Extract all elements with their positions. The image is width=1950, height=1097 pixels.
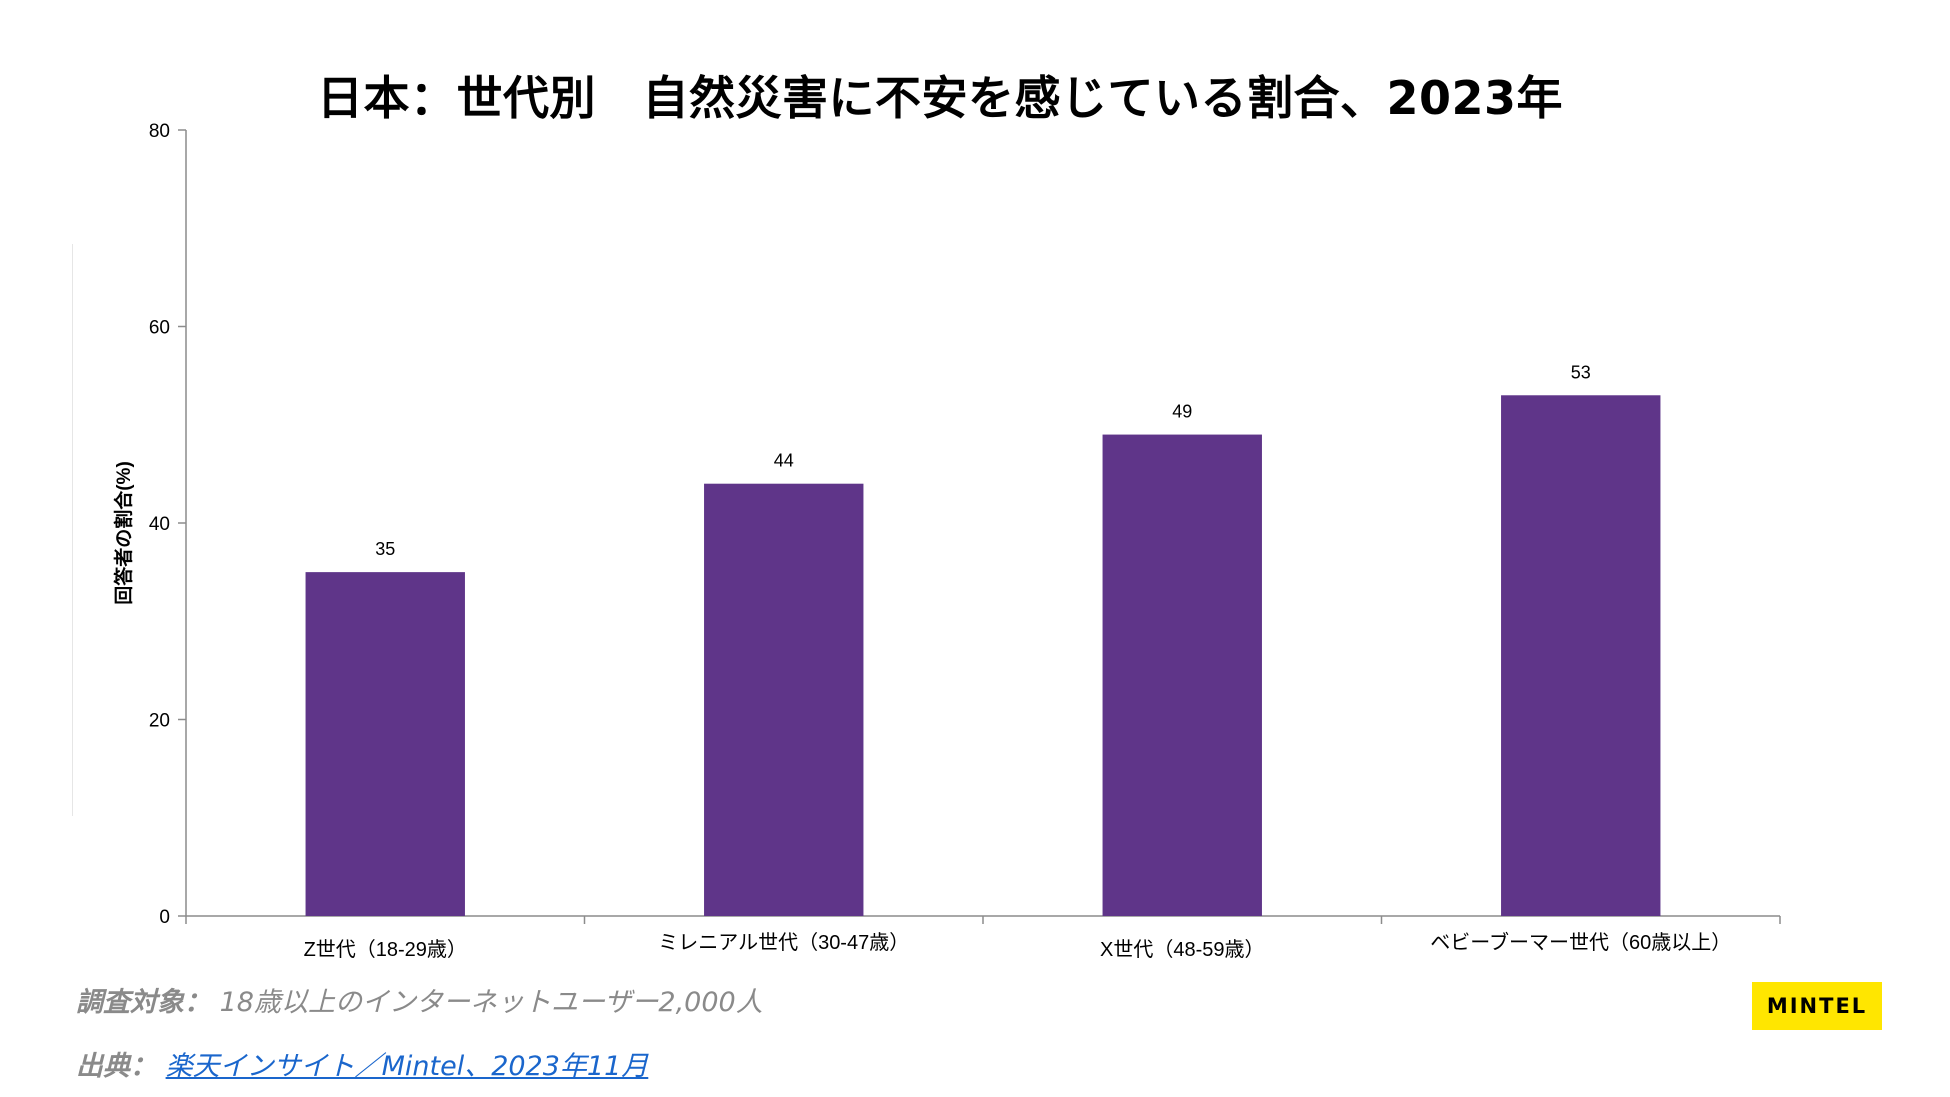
bar <box>704 483 864 916</box>
source-note: 出典： 楽天インサイト／Mintel、2023年11月 <box>76 1044 648 1083</box>
y-tick-label: 20 <box>149 711 170 732</box>
y-tick-label: 60 <box>149 318 170 339</box>
survey-note: 調査対象： 18歳以上のインターネットユーザー2,000人 <box>76 980 763 1019</box>
chart-labels: 0 20 40 60 80 回答者の割合(%) 35 Z世代（18-29歳） 44 ミレニアル世代… <box>112 121 1731 961</box>
y-axis-label: 回答者の割合(%) <box>112 461 135 605</box>
left-divider <box>72 244 73 816</box>
chart-title: 日本：世代別 自然災害に不安を感じている割合、2023年 <box>316 71 1564 125</box>
x-category-label: ミレニアル世代（30-47歳） <box>658 931 909 954</box>
x-category-label: Z世代（18-29歳） <box>304 938 467 961</box>
mintel-logo: MINTEL <box>1752 982 1882 1030</box>
bar <box>305 572 465 916</box>
source-label: 出典： <box>76 1051 157 1082</box>
bar <box>1102 434 1262 916</box>
source-link[interactable]: 楽天インサイト／Mintel、2023年11月 <box>165 1051 649 1082</box>
survey-label: 調査対象： <box>76 987 211 1018</box>
y-tick-label: 80 <box>149 121 170 142</box>
y-tick-label: 40 <box>149 514 170 535</box>
y-tick-label: 0 <box>159 907 170 928</box>
data-label: 35 <box>375 539 395 559</box>
survey-text: 18歳以上のインターネットユーザー2,000人 <box>219 987 763 1018</box>
bar-chart: 0 20 40 60 80 回答者の割合(%) 35 Z世代（18-29歳） 44 ミレニアル世代… <box>112 121 1781 961</box>
bar <box>1501 395 1661 916</box>
x-category-label: X世代（48-59歳） <box>1100 938 1265 961</box>
data-label: 53 <box>1571 362 1591 382</box>
data-label: 49 <box>1172 402 1192 422</box>
chart-bars <box>305 395 1661 916</box>
x-category-label: ベビーブーマー世代（60歳以上） <box>1430 930 1731 954</box>
data-label: 44 <box>774 451 794 471</box>
